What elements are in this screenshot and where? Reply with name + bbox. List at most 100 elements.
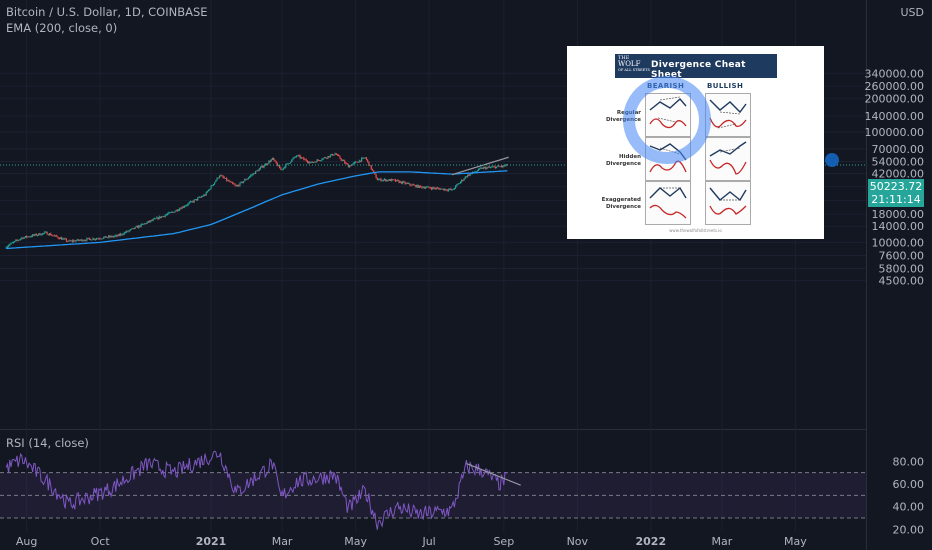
candle-body <box>324 157 327 159</box>
candle-body <box>403 181 405 183</box>
candle-body <box>441 188 443 190</box>
candle-body <box>186 205 188 206</box>
candle-body <box>359 160 362 162</box>
candle-body <box>168 212 170 214</box>
candle-body <box>261 166 263 168</box>
candle-body <box>133 228 135 229</box>
rsi-tick-label: 60.00 <box>893 478 925 491</box>
candle-body <box>374 172 376 175</box>
candle-body <box>463 178 465 181</box>
cheat-sheet-title: Divergence Cheat Sheet <box>651 60 746 80</box>
candle-body <box>251 174 253 176</box>
candle-body <box>164 215 166 217</box>
candle-body <box>171 211 174 213</box>
candle-body <box>185 205 187 207</box>
candle-body <box>392 179 394 181</box>
price-tick-label: 340000.00 <box>865 67 925 80</box>
candle-body <box>465 176 468 178</box>
price-tick-label: 18000.00 <box>872 208 925 221</box>
candle-body <box>36 234 39 236</box>
candle-body <box>282 167 284 170</box>
candle-body <box>381 180 383 182</box>
candle-body <box>110 236 112 238</box>
candle-body <box>447 189 449 191</box>
row-label-hidden: Hidden Divergence <box>605 154 641 167</box>
candle-body <box>411 184 413 186</box>
candle-body <box>108 236 110 238</box>
candle-body <box>69 240 71 242</box>
candle-body <box>167 213 169 215</box>
candle-body <box>317 159 319 161</box>
candle-body <box>303 157 305 160</box>
candle-body <box>305 159 307 161</box>
time-tick-label: May <box>784 535 807 548</box>
price-axis-border <box>866 0 867 550</box>
candle-body <box>56 235 58 237</box>
candle-body <box>230 181 233 183</box>
candle-body <box>21 237 23 239</box>
candle-body <box>406 183 409 184</box>
candle-body <box>434 188 436 189</box>
time-tick-label: Sep <box>493 535 514 548</box>
candle-body <box>68 240 70 242</box>
candle-body <box>38 233 40 235</box>
candle-body <box>192 201 194 203</box>
candle-body <box>45 231 47 233</box>
candle-body <box>73 240 75 242</box>
candle-body <box>159 216 161 218</box>
candle-body <box>217 177 219 179</box>
bar-countdown: 21:11:14 <box>871 193 921 206</box>
rsi-line <box>5 450 508 530</box>
candle-body <box>461 179 463 182</box>
candle-body <box>193 199 195 203</box>
candle-body <box>111 236 113 237</box>
candle-body <box>470 173 472 175</box>
candle-body <box>10 242 12 245</box>
price-tick-label: 100000.00 <box>865 126 925 139</box>
candle-body <box>169 212 171 214</box>
candle-body <box>257 170 259 172</box>
candle-body <box>202 196 204 198</box>
price-tick-label: 54000.00 <box>872 156 925 169</box>
candle-body <box>504 165 506 167</box>
candle-body <box>149 221 151 222</box>
candle-body <box>106 237 108 239</box>
candle-body <box>102 238 104 240</box>
price-trendline <box>451 156 509 176</box>
candle-body <box>155 218 157 220</box>
candle-body <box>498 165 500 167</box>
candle-body <box>190 201 192 203</box>
candle-body <box>346 163 348 165</box>
candle-body <box>116 235 118 237</box>
candle-body <box>481 167 483 169</box>
candle-body <box>453 188 456 190</box>
rsi-tick-label: 80.00 <box>893 455 925 468</box>
candle-body <box>291 159 293 162</box>
candle-body <box>393 179 395 181</box>
candle-body <box>6 246 8 248</box>
ema-200-line <box>6 170 508 250</box>
price-tick-label: 260000.00 <box>865 80 925 93</box>
candle-body <box>200 196 202 198</box>
candle-body <box>327 156 329 159</box>
candle-body <box>123 232 125 235</box>
candle-body <box>350 165 352 167</box>
candle-body <box>197 197 199 201</box>
candle-body <box>308 162 310 163</box>
candle-body <box>44 232 46 234</box>
candle-body <box>41 233 43 235</box>
candle-body <box>194 199 196 200</box>
candle-body <box>416 185 418 188</box>
candle-body <box>269 161 271 162</box>
candle-body <box>253 173 255 175</box>
candle-body <box>297 155 299 157</box>
candle-body <box>43 233 45 234</box>
candle-body <box>120 233 122 236</box>
candle-body <box>304 159 306 161</box>
candlestick-series <box>5 152 509 249</box>
candle-body <box>344 160 346 164</box>
candle-body <box>371 169 374 171</box>
candle-body <box>478 168 480 171</box>
candle-body <box>170 212 172 213</box>
candle-body <box>46 231 48 235</box>
